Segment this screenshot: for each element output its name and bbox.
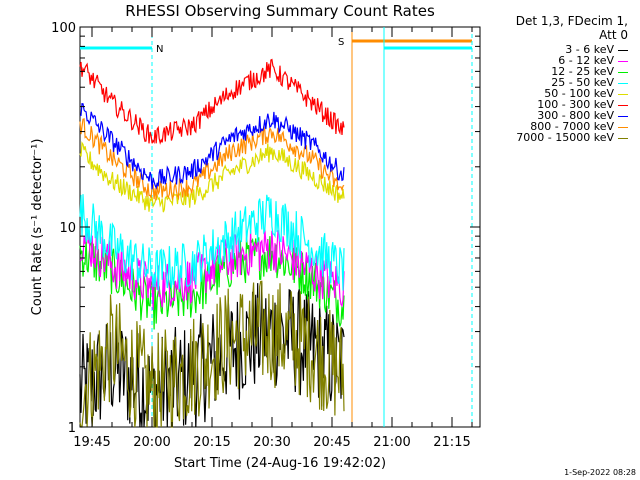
legend-item: 6 - 12 keV [558,54,628,67]
legend-item-label: 3 - 6 keV [565,43,614,56]
y-tick-label: 100 [51,21,76,36]
legend-swatch [618,49,628,51]
legend-swatch [618,93,628,95]
flag-label: N [156,44,163,55]
chart-title: RHESSI Observing Summary Count Rates [125,2,435,20]
legend-header: Det 1,3, FDecim 1, Att 0 [516,14,628,42]
y-axis-label: Count Rate (s⁻¹ detector⁻¹) [30,139,45,316]
x-tick-label: 19:45 [73,435,110,450]
series-line [79,225,345,311]
x-tick-label: 20:45 [313,435,350,450]
series-layer [79,58,345,428]
legend-swatch [618,115,628,117]
series-line [79,280,345,428]
footer-timestamp: 1-Sep-2022 08:28 [564,468,636,477]
legend-item-label: 12 - 25 keV [551,65,614,78]
series-line [79,58,345,145]
series-line [79,194,345,291]
y-tick-label: 1 [68,421,76,436]
x-tick-label: 20:15 [193,435,230,450]
legend-swatch [618,104,628,106]
x-tick-label: 21:00 [373,435,410,450]
y-tick-label: 10 [59,221,76,236]
x-axis-label: Start Time (24-Aug-16 19:42:02) [174,456,386,471]
x-tick-label: 20:00 [133,435,170,450]
series-line [79,103,345,190]
legend-item-label: 6 - 12 keV [558,54,614,67]
legend-swatch [618,137,628,139]
series-line [79,141,345,213]
legend-item: 800 - 7000 keV [530,120,628,133]
series-line [79,118,345,202]
flag-label: S [338,37,344,48]
plot-frame [79,26,481,428]
legend-item: 300 - 800 keV [537,109,628,122]
legend-item-label: 50 - 100 keV [544,87,614,100]
legend-swatch [618,82,628,84]
legend-swatch [618,71,628,73]
legend-item-label: 300 - 800 keV [537,109,614,122]
legend-item: 3 - 6 keV [565,43,628,56]
legend-item: 12 - 25 keV [551,65,628,78]
x-tick-label: 21:15 [433,435,470,450]
legend-item-label: 100 - 300 keV [537,98,614,111]
legend-header-line: Det 1,3, FDecim 1, [515,14,628,28]
legend-item: 7000 - 15000 keV [516,131,628,144]
legend-item-label: 25 - 50 keV [551,76,614,89]
legend-header-line: Att 0 [599,28,628,42]
legend-item-label: 800 - 7000 keV [530,120,614,133]
legend-swatch [618,126,628,128]
tick-layer: 1 10 100 19:45 20:00 20:15 20:30 20:45 21:00 21:1… [51,21,480,450]
legend-item: 100 - 300 keV [537,98,628,111]
x-tick-label: 20:30 [253,435,290,450]
legend-swatch [618,60,628,62]
legend-item: 50 - 100 keV [544,87,628,100]
legend-item-label: 7000 - 15000 keV [516,131,614,144]
legend-item: 25 - 50 keV [551,76,628,89]
